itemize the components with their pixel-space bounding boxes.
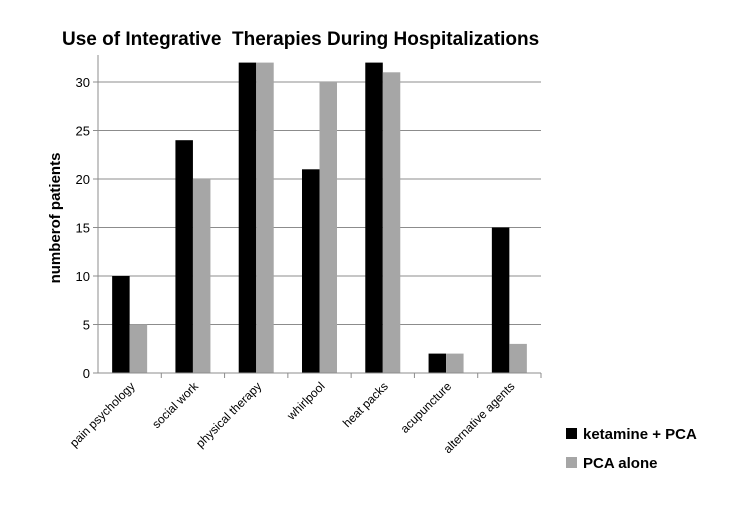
bar-pca-alone-acupuncture <box>446 353 464 373</box>
legend: ketamine + PCA PCA alone <box>566 426 697 472</box>
category-label: whirlpool <box>284 379 328 423</box>
y-axis-label: numberof patients <box>47 153 64 284</box>
y-tick-label: 30 <box>76 75 90 90</box>
bar-ketamine-pca-acupuncture <box>428 353 447 373</box>
bar-pca-alone-heat-packs <box>382 72 401 374</box>
bars <box>112 62 527 374</box>
bar-pca-alone-alternative-agents <box>509 343 527 373</box>
category-label: physical therapy <box>193 379 264 450</box>
y-tick-label: 5 <box>83 318 90 333</box>
bar-pca-alone-whirlpool <box>319 82 337 373</box>
category-label: acupuncture <box>398 379 455 436</box>
category-label: social work <box>149 379 202 432</box>
bar-ketamine-pca-physical-therapy <box>238 62 257 373</box>
y-tick-label: 15 <box>76 221 90 236</box>
category-label: heat packs <box>340 379 391 430</box>
category-label: pain psychology <box>67 379 138 450</box>
legend-label: ketamine + PCA <box>583 426 697 443</box>
bar-pca-alone-physical-therapy <box>256 62 274 373</box>
legend-label: PCA alone <box>583 455 657 472</box>
y-tick-label: 10 <box>76 269 90 284</box>
y-tick-label: 0 <box>83 366 90 381</box>
chart-title: Use of Integrative Therapies During Hosp… <box>62 29 539 50</box>
bar-ketamine-pca-heat-packs <box>365 62 383 373</box>
bar-ketamine-pca-whirlpool <box>302 169 320 373</box>
bar-ketamine-pca-pain-psychology <box>112 276 130 373</box>
bar-ketamine-pca-alternative-agents <box>491 227 510 373</box>
bar-ketamine-pca-social-work <box>175 140 193 373</box>
legend-swatch <box>566 457 577 468</box>
y-axis-ticks: 0 5 10 15 20 25 30 <box>76 75 98 381</box>
bar-pca-alone-pain-psychology <box>129 324 148 373</box>
bar-pca-alone-social-work <box>192 179 211 373</box>
y-tick-label: 25 <box>76 124 90 139</box>
y-tick-label: 20 <box>76 172 90 187</box>
axes <box>97 55 542 378</box>
legend-swatch <box>566 428 577 439</box>
